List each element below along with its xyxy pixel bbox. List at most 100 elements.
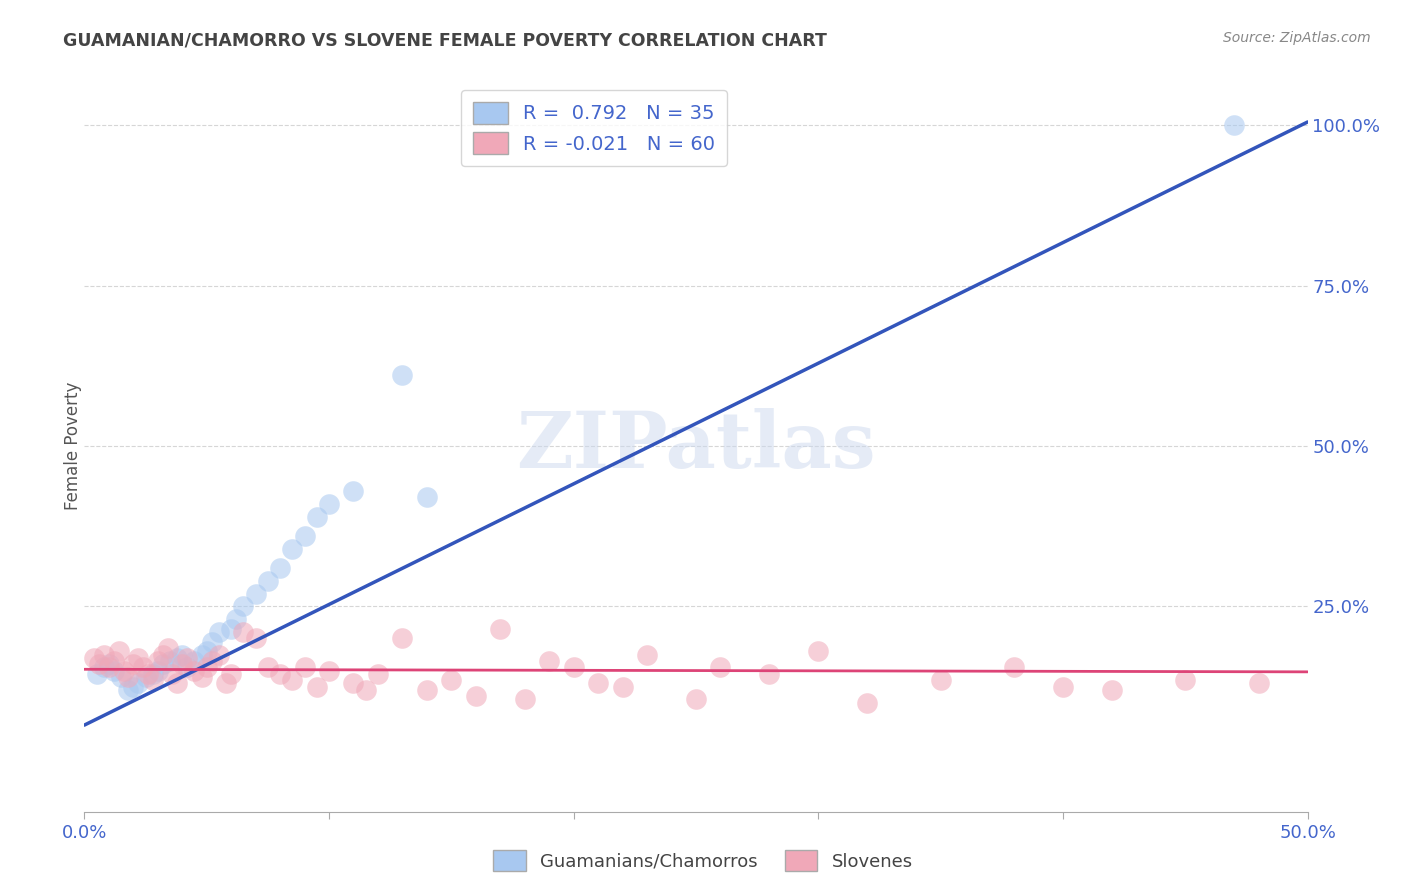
Point	[166, 676, 188, 690]
Point	[93, 660, 115, 674]
Point	[146, 664, 169, 678]
Point	[142, 666, 165, 681]
Point	[489, 622, 512, 636]
Point	[1174, 673, 1197, 688]
Point	[208, 648, 231, 662]
Point	[586, 676, 609, 690]
Point	[440, 673, 463, 688]
Point	[183, 664, 205, 678]
Point	[245, 586, 267, 600]
Point	[142, 673, 165, 688]
Point	[195, 660, 218, 674]
Point	[127, 676, 149, 690]
Point	[305, 680, 328, 694]
Point	[135, 670, 157, 684]
Point	[1101, 682, 1123, 697]
Point	[172, 657, 194, 672]
Point	[225, 612, 247, 626]
Y-axis label: Female Poverty: Female Poverty	[65, 382, 82, 510]
Point	[86, 666, 108, 681]
Text: GUAMANIAN/CHAMORRO VS SLOVENE FEMALE POVERTY CORRELATION CHART: GUAMANIAN/CHAMORRO VS SLOVENE FEMALE POV…	[63, 31, 827, 49]
Point	[294, 529, 316, 543]
Point	[110, 670, 132, 684]
Point	[305, 509, 328, 524]
Point	[232, 625, 254, 640]
Legend: R =  0.792   N = 35, R = -0.021   N = 60: R = 0.792 N = 35, R = -0.021 N = 60	[461, 90, 727, 166]
Point	[172, 648, 194, 662]
Point	[93, 648, 115, 662]
Point	[342, 483, 364, 498]
Point	[257, 660, 280, 674]
Point	[103, 664, 125, 678]
Point	[758, 666, 780, 681]
Point	[117, 670, 139, 684]
Point	[97, 660, 120, 674]
Point	[464, 690, 486, 704]
Point	[122, 680, 145, 694]
Point	[391, 632, 413, 646]
Point	[929, 673, 952, 688]
Point	[195, 644, 218, 658]
Point	[176, 660, 198, 674]
Point	[162, 666, 184, 681]
Point	[200, 654, 222, 668]
Point	[232, 599, 254, 614]
Point	[416, 682, 439, 697]
Point	[103, 654, 125, 668]
Point	[200, 634, 222, 648]
Point	[156, 641, 179, 656]
Point	[215, 676, 238, 690]
Point	[146, 654, 169, 668]
Point	[709, 660, 731, 674]
Point	[1247, 676, 1270, 690]
Point	[354, 682, 377, 697]
Point	[219, 666, 242, 681]
Point	[152, 657, 174, 672]
Point	[1223, 118, 1246, 132]
Point	[562, 660, 585, 674]
Point	[281, 541, 304, 556]
Point	[176, 650, 198, 665]
Point	[636, 648, 658, 662]
Point	[83, 650, 105, 665]
Point	[342, 676, 364, 690]
Point	[416, 491, 439, 505]
Point	[685, 692, 707, 706]
Point	[294, 660, 316, 674]
Point	[245, 632, 267, 646]
Point	[1052, 680, 1074, 694]
Point	[538, 654, 561, 668]
Point	[136, 666, 159, 681]
Point	[132, 660, 155, 674]
Point	[269, 561, 291, 575]
Point	[856, 696, 879, 710]
Point	[112, 664, 135, 678]
Point	[257, 574, 280, 588]
Point	[191, 670, 214, 684]
Point	[191, 648, 214, 662]
Point	[152, 648, 174, 662]
Point	[87, 657, 110, 672]
Point	[318, 497, 340, 511]
Point	[127, 650, 149, 665]
Point	[269, 666, 291, 681]
Point	[208, 625, 231, 640]
Point	[166, 650, 188, 665]
Point	[97, 657, 120, 672]
Point	[107, 644, 129, 658]
Text: ZIPatlas: ZIPatlas	[516, 408, 876, 484]
Legend: Guamanians/Chamorros, Slovenes: Guamanians/Chamorros, Slovenes	[486, 843, 920, 879]
Point	[122, 657, 145, 672]
Point	[1002, 660, 1025, 674]
Point	[183, 654, 205, 668]
Point	[391, 368, 413, 383]
Point	[367, 666, 389, 681]
Point	[612, 680, 634, 694]
Point	[513, 692, 536, 706]
Point	[807, 644, 830, 658]
Point	[117, 682, 139, 697]
Point	[159, 654, 181, 668]
Point	[318, 664, 340, 678]
Text: Source: ZipAtlas.com: Source: ZipAtlas.com	[1223, 31, 1371, 45]
Point	[219, 622, 242, 636]
